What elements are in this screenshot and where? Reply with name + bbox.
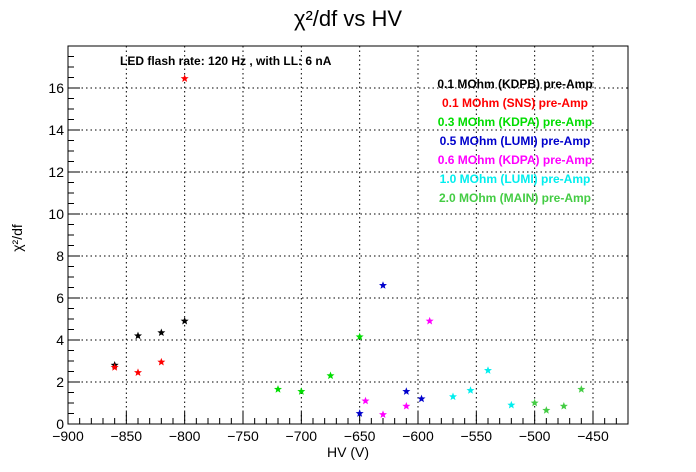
y-tick-label: 16 bbox=[48, 80, 64, 96]
data-point-series-1-3 bbox=[180, 74, 189, 82]
data-point-series-0-2 bbox=[157, 328, 166, 337]
x-tick-labels: −900 −850 −800 −750 −700 −650 −600 −550 −500 −450 bbox=[52, 428, 609, 444]
x-axis-title: HV (V) bbox=[327, 444, 369, 460]
legend-entry-0: 0.1 MOhm (KDPB) pre-Amp bbox=[437, 77, 592, 91]
y-tick-label: 10 bbox=[48, 206, 64, 222]
y-tick-label: 12 bbox=[48, 164, 64, 180]
y-tick-label: 8 bbox=[56, 248, 64, 264]
legend: 0.1 MOhm (KDPB) pre-Amp 0.1 MOhm (SNS) pr… bbox=[437, 77, 592, 205]
data-point-series-2-2 bbox=[326, 371, 335, 380]
x-tick-label: −450 bbox=[577, 428, 609, 444]
data-point-series-3-0 bbox=[355, 409, 364, 417]
legend-entry-3: 0.5 MOhm (LUMI) pre-Amp bbox=[440, 134, 591, 148]
data-points bbox=[110, 74, 586, 418]
legend-entry-2: 0.3 MOhm (KDPA) pre-Amp bbox=[438, 115, 592, 129]
annotation-led-flash-rate: LED flash rate: 120 Hz , with LL: 6 nA bbox=[120, 54, 332, 68]
data-point-series-2-3 bbox=[355, 332, 364, 341]
y-tick-labels: 0 2 4 6 8 10 12 14 16 bbox=[48, 80, 64, 432]
data-point-series-4-3 bbox=[425, 316, 434, 325]
legend-entry-1: 0.1 MOhm (SNS) pre-Amp bbox=[442, 96, 588, 110]
chart-title: χ²/df vs HV bbox=[294, 6, 402, 31]
legend-entry-5: 1.0 MOhm (LUMI) pre-Amp bbox=[440, 172, 591, 186]
x-tick-label: −750 bbox=[227, 428, 259, 444]
y-tick-label: 0 bbox=[56, 416, 64, 432]
data-point-series-6-3 bbox=[577, 385, 586, 393]
legend-entry-6: 2.0 MOhm (MAIN) pre-Amp bbox=[439, 191, 591, 205]
data-point-series-2-1 bbox=[297, 387, 306, 395]
data-point-series-0-1 bbox=[134, 331, 142, 340]
x-tick-label: −600 bbox=[402, 428, 434, 444]
data-point-series-3-1 bbox=[379, 281, 387, 289]
grid bbox=[68, 46, 628, 424]
x-tick-label: −700 bbox=[286, 428, 318, 444]
y-tick-label: 2 bbox=[56, 374, 64, 390]
data-point-series-1-0 bbox=[110, 363, 119, 371]
x-tick-label: −800 bbox=[169, 428, 201, 444]
data-point-series-5-2 bbox=[484, 366, 492, 374]
x-tick-label: −900 bbox=[52, 428, 84, 444]
x-tick-label: −500 bbox=[519, 428, 551, 444]
x-tick-label: −850 bbox=[111, 428, 143, 444]
y-tick-label: 6 bbox=[56, 290, 64, 306]
data-point-series-6-2 bbox=[559, 401, 568, 410]
x-tick-label: −650 bbox=[344, 428, 376, 444]
legend-entry-4: 0.6 MOhm (KDPA) pre-Amp bbox=[438, 153, 592, 167]
data-point-series-1-1 bbox=[134, 368, 142, 376]
data-point-series-5-0 bbox=[449, 392, 457, 401]
x-tick-label: −550 bbox=[461, 428, 493, 444]
data-point-series-6-0 bbox=[530, 398, 539, 407]
data-point-series-5-3 bbox=[507, 400, 516, 409]
y-tick-label: 4 bbox=[56, 332, 64, 348]
data-point-series-2-0 bbox=[274, 385, 282, 393]
data-point-series-5-1 bbox=[466, 386, 475, 394]
data-point-series-3-3 bbox=[417, 394, 426, 403]
data-point-series-3-2 bbox=[402, 387, 411, 395]
data-point-series-6-1 bbox=[542, 406, 551, 414]
data-point-series-4-2 bbox=[402, 401, 411, 410]
data-point-series-1-2 bbox=[157, 357, 166, 366]
data-point-series-4-1 bbox=[379, 410, 387, 418]
y-axis-title: χ²/df bbox=[9, 224, 25, 252]
data-point-series-4-0 bbox=[361, 396, 370, 405]
data-point-series-0-3 bbox=[180, 316, 189, 325]
y-tick-label: 14 bbox=[48, 122, 64, 138]
